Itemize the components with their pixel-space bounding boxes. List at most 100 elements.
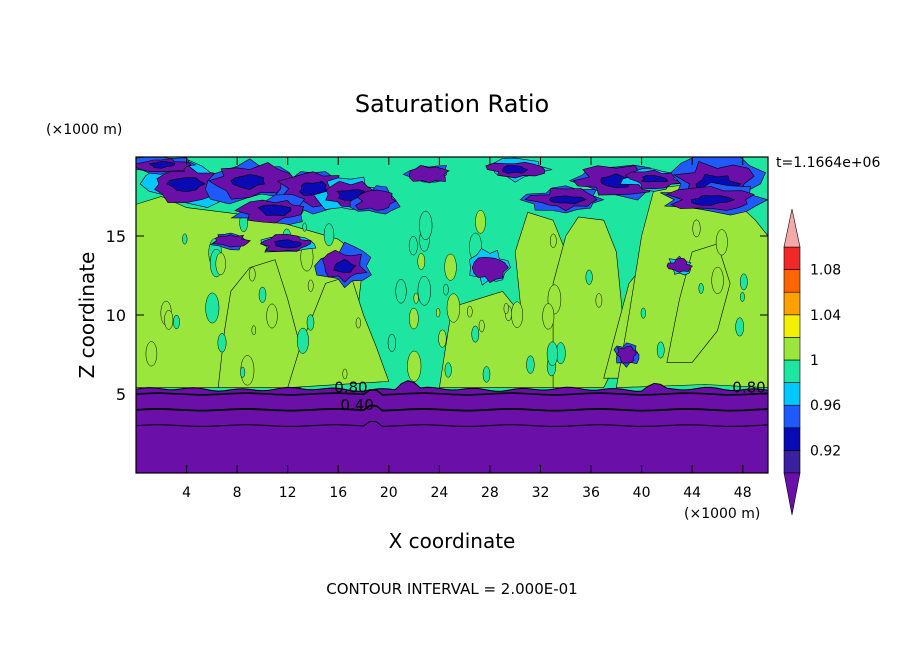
dry-patch — [666, 257, 693, 273]
speckle — [511, 301, 524, 328]
speckle — [740, 291, 745, 302]
speckle — [692, 219, 701, 238]
dry-patch-core — [299, 181, 328, 196]
colorbar-tick-label: 1.04 — [810, 308, 841, 324]
y-axis-ticks: 5 10 15 — [106, 227, 768, 404]
layer-low — [136, 380, 768, 473]
x-tick-label: 24 — [430, 485, 448, 501]
speckle — [467, 305, 473, 318]
dry-patch-core — [166, 177, 206, 193]
y-axis-label: Z coordinate — [75, 252, 99, 379]
speckle — [446, 293, 461, 323]
x-tick-label: 44 — [683, 485, 701, 501]
dry-patch — [355, 189, 397, 211]
colorbar-tick-label: 0.96 — [810, 398, 841, 414]
dry-patch-core — [273, 239, 302, 249]
speckle — [475, 210, 486, 234]
speckle — [471, 325, 480, 343]
x-tick-label: 36 — [582, 485, 600, 501]
colorbar-tick-label: 1 — [810, 353, 819, 369]
dry-patch-core — [333, 258, 357, 273]
dry-patch — [615, 345, 637, 364]
speckle — [205, 292, 220, 324]
speckle — [266, 303, 278, 329]
contour-labels: 0.800.400.80 — [334, 378, 766, 413]
speckle — [251, 325, 257, 336]
colorbar-segment — [783, 314, 801, 338]
colorbar-segment — [783, 246, 801, 270]
speckle — [407, 350, 422, 382]
colorbar-segment — [783, 291, 801, 316]
speckle — [164, 310, 174, 330]
plot-area — [136, 157, 768, 473]
speckle — [711, 266, 724, 294]
colorbar-segment — [783, 382, 801, 406]
speckle — [640, 307, 646, 319]
dry-patch-core — [148, 160, 176, 169]
speckle — [408, 236, 418, 256]
contour-interval-note: CONTOUR INTERVAL = 2.000E-01 — [326, 580, 577, 598]
speckle — [546, 341, 558, 367]
dry-patch-core — [549, 195, 587, 205]
speckle — [408, 307, 419, 330]
colorbar: 0.92 0.96 1 1.04 1.08 — [783, 208, 841, 516]
x-tick-label: 4 — [182, 485, 191, 501]
x-axis-label: X coordinate — [389, 529, 516, 553]
dry-patch — [409, 164, 450, 184]
x-tick-label: 40 — [633, 485, 651, 501]
colorbar-over-arrow — [783, 208, 801, 248]
contour-line — [136, 420, 768, 427]
speckle — [698, 282, 704, 294]
colorbar-under-arrow — [783, 472, 801, 516]
x-tick-label: 20 — [380, 485, 398, 501]
colorbar-segment — [783, 404, 801, 429]
speckle — [444, 253, 457, 281]
speckle — [217, 333, 227, 353]
speckle — [413, 292, 419, 304]
speckle — [258, 286, 267, 303]
x-tick-label: 12 — [279, 485, 297, 501]
speckle — [307, 279, 314, 292]
speckle — [240, 366, 246, 378]
speckle — [549, 233, 557, 248]
speckle — [323, 223, 335, 247]
contour-label: 0.80 — [334, 378, 367, 396]
speckle — [395, 279, 407, 304]
contour-line — [136, 388, 768, 396]
speckle — [542, 303, 555, 330]
y-tick-label: 15 — [106, 227, 126, 246]
x-tick-label: 28 — [481, 485, 499, 501]
chart-title: Saturation Ratio — [355, 90, 549, 118]
speckle — [585, 269, 593, 285]
speckle — [595, 293, 603, 308]
speckle — [215, 252, 226, 276]
speckle — [296, 327, 309, 354]
x-axis-ticks: 4 8 12 16 20 24 28 32 36 40 44 48 — [182, 157, 752, 501]
x-tick-label: 8 — [233, 485, 242, 501]
speckle — [182, 233, 188, 245]
speckle — [526, 355, 535, 374]
colorbar-tick-label: 1.08 — [810, 263, 841, 279]
speckle — [478, 319, 485, 333]
dry-patch-core — [502, 165, 529, 174]
y-tick-label: 10 — [106, 306, 126, 325]
y-unit-label: (×1000 m) — [46, 122, 122, 138]
dry-patch-core — [257, 204, 292, 217]
speckle — [342, 368, 348, 380]
colorbar-segment — [783, 427, 801, 451]
speckle — [355, 317, 361, 329]
speckle — [145, 341, 158, 367]
time-label: t=1.1664e+06 — [776, 155, 880, 171]
dry-patch-core — [640, 174, 669, 183]
colorbar-segment — [783, 337, 801, 361]
dry-patch — [471, 256, 509, 284]
x-tick-label: 16 — [329, 485, 347, 501]
speckle — [735, 317, 745, 337]
speckle — [419, 210, 433, 240]
speckle — [417, 276, 431, 306]
speckle — [435, 308, 441, 318]
speckle — [443, 283, 449, 296]
y-tick-label: 5 — [116, 385, 126, 404]
speckle — [302, 222, 307, 232]
